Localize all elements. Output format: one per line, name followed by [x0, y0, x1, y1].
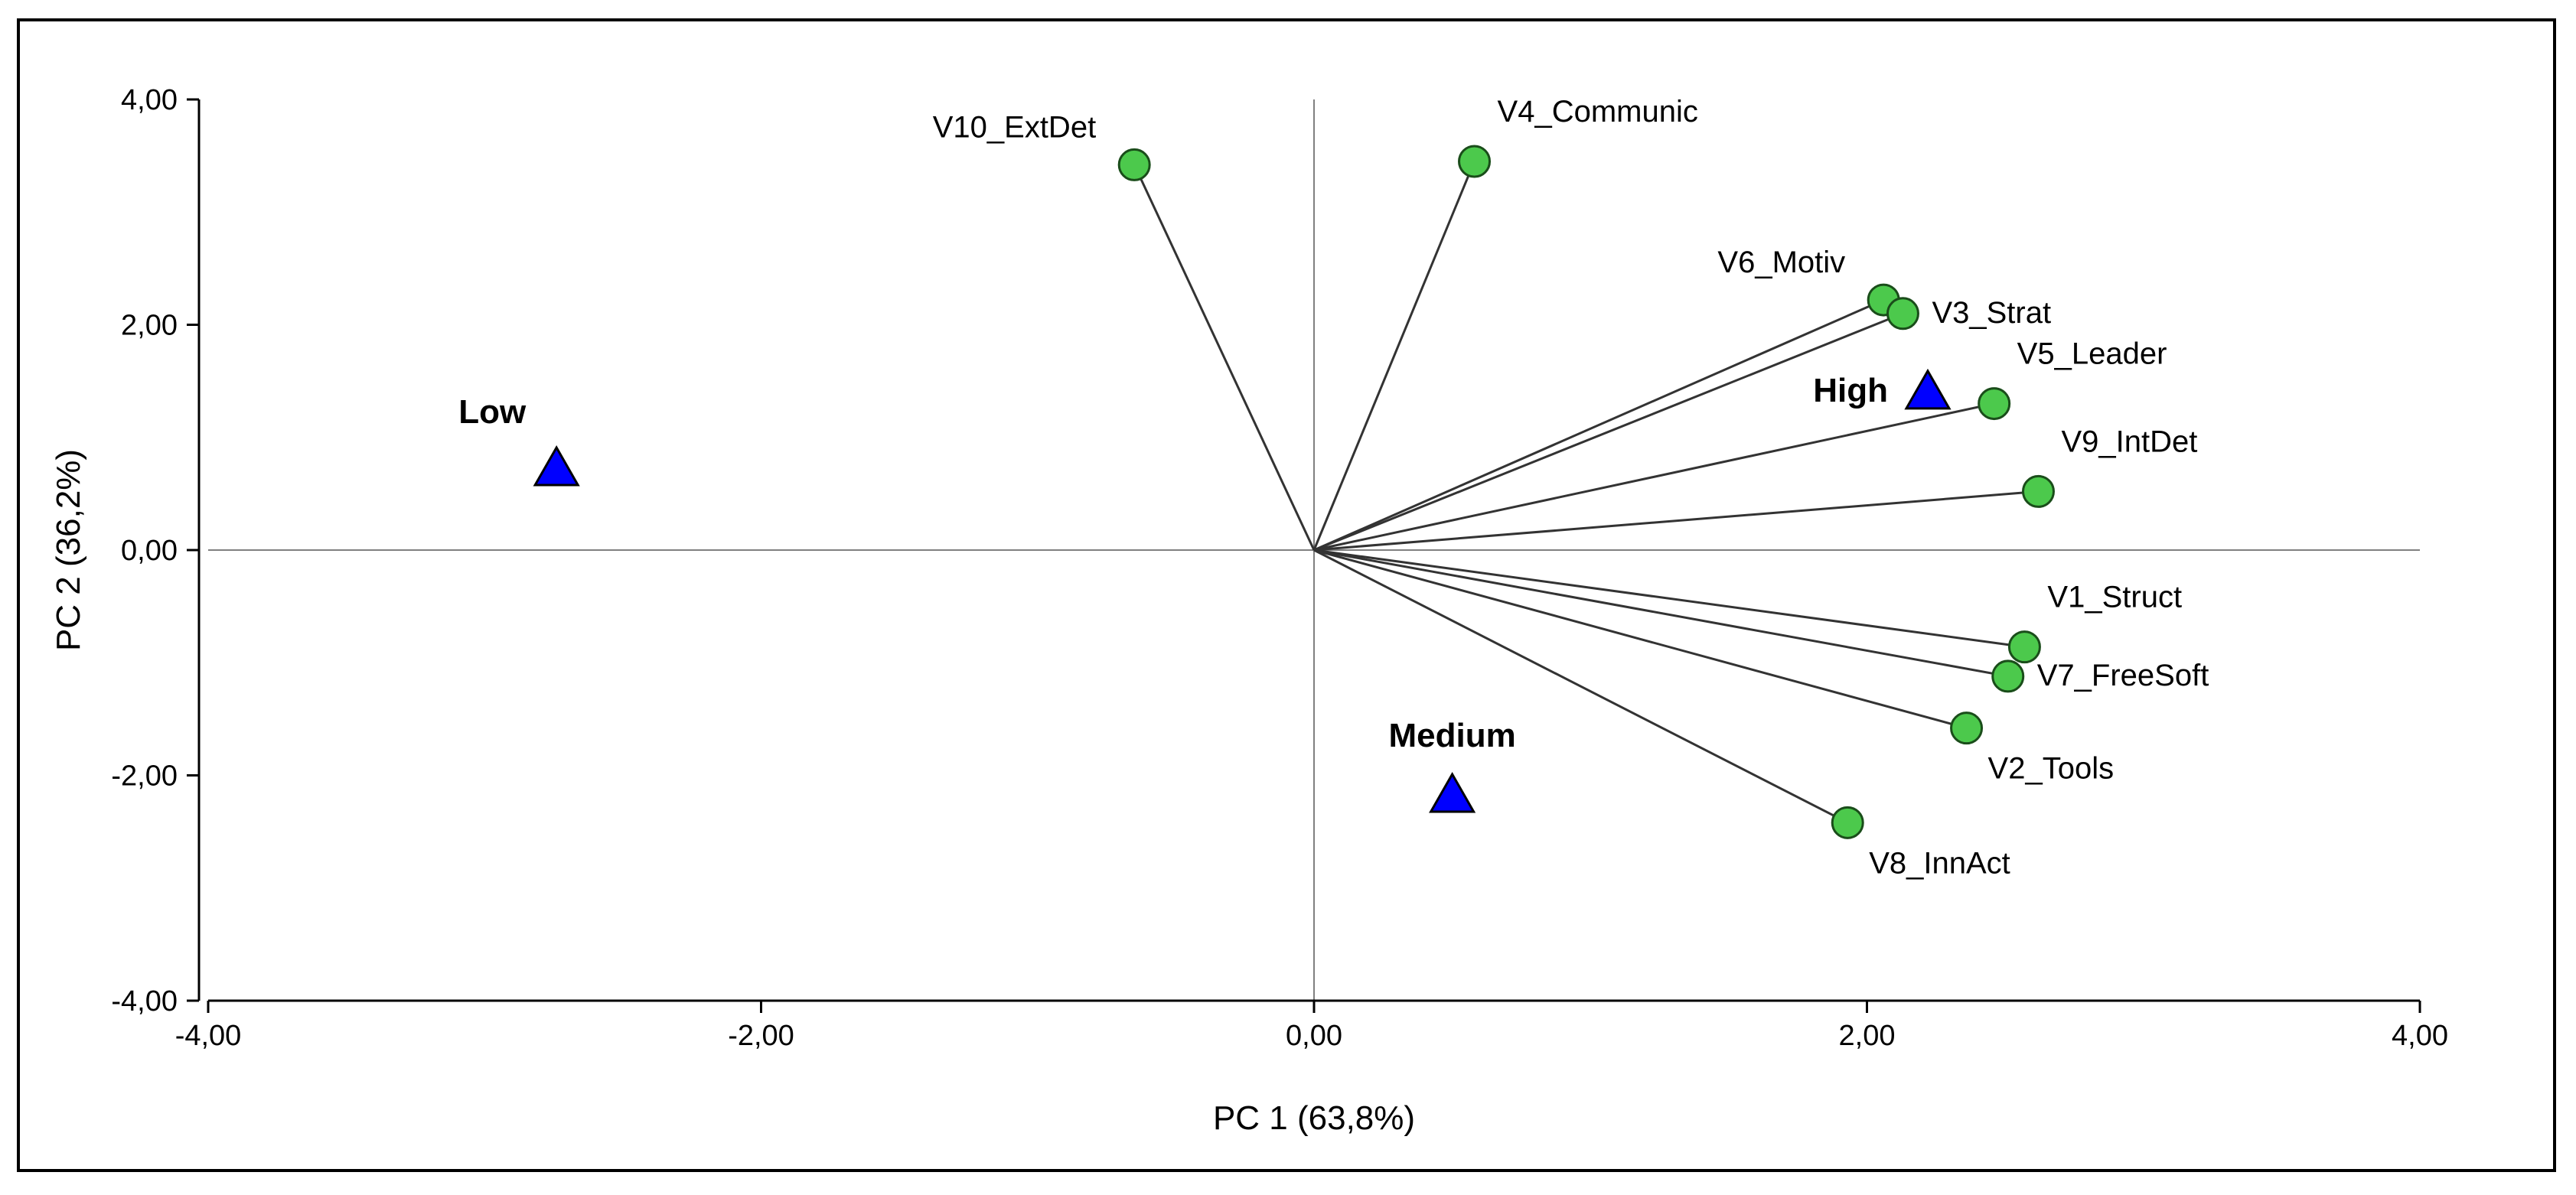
variable-label: V5_Leader [2017, 337, 2167, 371]
loading-vector [1312, 161, 1475, 551]
y-tick-label: -4,00 [111, 985, 178, 1018]
loading-vectors [1133, 161, 2039, 824]
loading-vector [1313, 312, 1904, 552]
variable-point [2021, 474, 2055, 508]
x-axis-title: PC 1 (63,8%) [1213, 1099, 1415, 1137]
group-marker [1429, 771, 1476, 813]
loading-vector [1133, 164, 1316, 551]
variable-label: V2_Tools [1988, 752, 2115, 786]
variable-label: V6_Motiv [1717, 246, 1845, 279]
x-tick-label: -4,00 [175, 1020, 242, 1052]
variable-label: V10_ExtDet [933, 110, 1096, 144]
chart-frame [17, 18, 2556, 1172]
variable-point [1950, 711, 1984, 745]
loading-vector [1313, 549, 2025, 649]
variable-point [1458, 145, 1492, 178]
loading-vector [1313, 402, 1994, 552]
x-tick-label: 2,00 [1839, 1020, 1896, 1052]
x-tick-label: -2,00 [728, 1020, 794, 1052]
y-tick-label: 4,00 [121, 84, 178, 116]
variable-point [1831, 806, 1864, 839]
loading-vector [1313, 298, 1884, 552]
y-tick-label: 2,00 [121, 310, 178, 342]
group-marker [1904, 368, 1952, 410]
group-points [533, 368, 1952, 813]
x-tick-label: 4,00 [2392, 1020, 2448, 1052]
variable-label: V1_Struct [2047, 581, 2182, 614]
y-tick-label: -2,00 [111, 760, 178, 793]
axes: -4,00 -2,00 0,00 2,00 4,00 4,00 2,00 0,00 -2,00 -… [111, 84, 2448, 1052]
x-tick-label: 0,00 [1286, 1020, 1342, 1052]
variable-point [2007, 630, 2041, 664]
variable-label: V8_InnAct [1869, 846, 2010, 880]
variable-point [1117, 148, 1151, 181]
variable-label: V9_IntDet [2061, 425, 2197, 458]
group-label: Low [458, 393, 527, 431]
variable-point [1886, 297, 1919, 330]
loading-vector [1313, 549, 1967, 730]
variable-label: V3_Strat [1932, 296, 2051, 330]
loading-vector [1313, 490, 2039, 552]
variable-point [1991, 659, 2025, 693]
variable-label: V4_Communic [1498, 95, 1698, 129]
loading-vector [1313, 549, 2009, 678]
variable-points [1117, 145, 2055, 839]
group-label: Medium [1389, 717, 1516, 754]
y-axis-title: PC 2 (36,2%) [50, 449, 87, 651]
y-tick-label: 0,00 [121, 535, 178, 567]
group-label: High [1813, 372, 1888, 409]
labels: V10_ExtDet V4_Communic V6_Motiv V3_Strat V5_… [458, 95, 2209, 880]
variable-label: V7_FreeSoft [2037, 659, 2209, 692]
group-marker [533, 444, 580, 487]
loading-vector [1313, 549, 1848, 824]
variable-point [1978, 387, 2011, 421]
